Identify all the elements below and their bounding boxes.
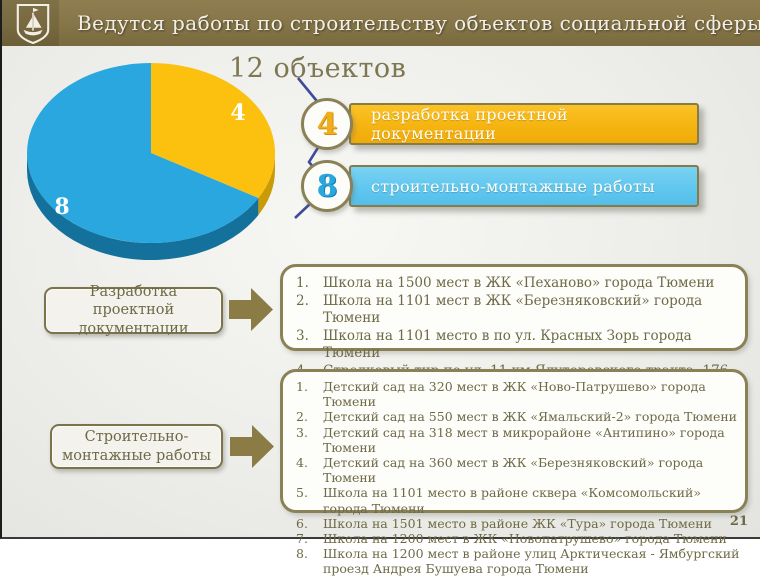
section-label-documentation: Разработка проектной документации: [44, 284, 223, 337]
pie-slice-documentation: [151, 63, 276, 198]
pie-side-blue: [26, 153, 259, 261]
pie-chart: 4 8: [26, 63, 276, 261]
legend-bar-label: строительно-монтажные работы: [371, 176, 656, 196]
list-item: 1. Школа на 1500 мест в ЖК «Пеханово» го…: [296, 275, 739, 293]
item-text: Детский сад на 318 мест в микрорайоне «А…: [323, 424, 725, 455]
item-text: Детский сад на 360 мест в ЖК «Березняков…: [323, 455, 704, 486]
legend-count-value: 4: [316, 106, 338, 142]
item-number: 2.: [296, 292, 309, 309]
item-text: Школа на 1501 место в районе ЖК «Тура» г…: [323, 515, 712, 531]
item-text: Детский сад на 320 мест в ЖК «Ново-Патру…: [323, 379, 706, 410]
pie-side-yellow: [258, 153, 275, 215]
list-item: 3. Школа на 1101 место в по ул. Красных …: [296, 328, 739, 363]
item-text: Школа на 1500 мест в ЖК «Пеханово» город…: [323, 275, 715, 291]
item-number: 1.: [296, 379, 308, 394]
legend-bar-label: разработка проектной документации: [371, 105, 568, 143]
list-item: 5. Школа на 1101 место в районе сквера «…: [296, 485, 741, 515]
list-item: 2. Школа на 1101 мест в ЖК «Березняковск…: [296, 293, 739, 328]
item-number: 3.: [296, 424, 308, 440]
list-item: 6. Школа на 1501 место в районе ЖК «Тура…: [296, 516, 741, 531]
list-item: 4. Детский сад на 360 мест в ЖК «Березня…: [296, 455, 741, 485]
item-text: Детский сад на 550 мест в ЖК «Ямальский-…: [323, 409, 738, 425]
item-number: 6.: [296, 515, 308, 531]
item-text: Школа на 1101 мест в ЖК «Березняковский»…: [323, 292, 703, 327]
arrow-right-icon: [229, 288, 273, 331]
item-number: 1.: [296, 275, 309, 291]
list-construction: 1. Детский сад на 320 мест в ЖК «Ново-Па…: [280, 369, 748, 576]
legend-bar-documentation: разработка проектной документации: [349, 103, 699, 145]
list-item: 2. Детский сад на 550 мест в ЖК «Ямальск…: [296, 409, 741, 424]
slide-title: Ведутся работы по строительству объектов…: [77, 11, 760, 35]
item-number: 2.: [296, 409, 308, 425]
chart-title: 12 объектов: [229, 53, 407, 84]
item-number: 3.: [296, 327, 309, 344]
pie-value-4: 4: [230, 100, 245, 126]
tyumen-coat-of-arms-icon: [16, 3, 50, 45]
legend-count-value: 8: [316, 168, 338, 204]
legend-bar-construction: строительно-монтажные работы: [349, 165, 699, 207]
legend-count-construction: 8: [301, 160, 353, 212]
arrow-right-icon: [230, 425, 274, 468]
list-documentation: 1. Школа на 1500 мест в ЖК «Пеханово» го…: [280, 264, 748, 396]
item-text: Школа на 1101 место в районе сквера «Ком…: [323, 485, 701, 516]
legend-count-documentation: 4: [301, 98, 353, 150]
page-number: 21: [729, 514, 748, 529]
section-label-text: Строительно-монтажные работы: [61, 428, 212, 464]
list-item: 3. Детский сад на 318 мест в микрорайоне…: [296, 425, 741, 455]
section-label-text: Разработка проектной документации: [78, 283, 189, 337]
pie-value-8: 8: [54, 194, 69, 220]
list-item: 1. Детский сад на 320 мест в ЖК «Ново-Па…: [296, 379, 741, 409]
item-number: 5.: [296, 485, 308, 501]
section-label-construction: Строительно-монтажные работы: [50, 424, 223, 469]
item-number: 8.: [296, 546, 308, 562]
item-number: 4.: [296, 455, 308, 471]
pie-slice-construction: [27, 63, 259, 243]
slide-header: Ведутся работы по строительству объектов…: [2, 0, 760, 46]
item-text: Школа на 1101 место в по ул. Красных Зор…: [323, 327, 692, 362]
item-text: Школа на 1200 мест в районе улиц Арктиче…: [323, 546, 740, 577]
list-item: 8. Школа на 1200 мест в районе улиц Аркт…: [296, 546, 741, 576]
